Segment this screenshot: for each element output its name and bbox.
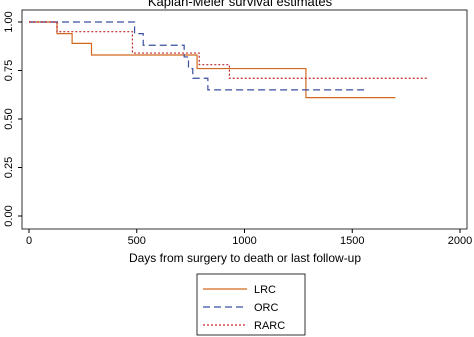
legend-label: LRC [254,284,276,296]
survival-curve [29,21,366,91]
legend-label: ORC [254,302,279,314]
y-tick-label: 0.50 [3,108,15,129]
x-tick-label: 1500 [340,235,364,247]
chart-title: Kaplan-Meier survival estimates [148,0,333,9]
y-tick-label: 0.00 [3,205,15,226]
survival-curve [29,21,428,79]
x-tick-label: 1000 [232,235,256,247]
survival-curve [29,21,396,99]
y-tick-label: 0.75 [3,60,15,81]
y-tick-label: 0.25 [3,157,15,178]
legend [196,273,306,336]
x-tick-label: 0 [26,235,32,247]
y-tick-label: 1.00 [3,11,15,32]
x-axis-label: Days from surgery to death or last follo… [129,251,361,265]
x-tick-label: 500 [128,235,146,247]
legend-label: RARC [254,320,285,332]
x-tick-label: 2000 [448,235,472,247]
